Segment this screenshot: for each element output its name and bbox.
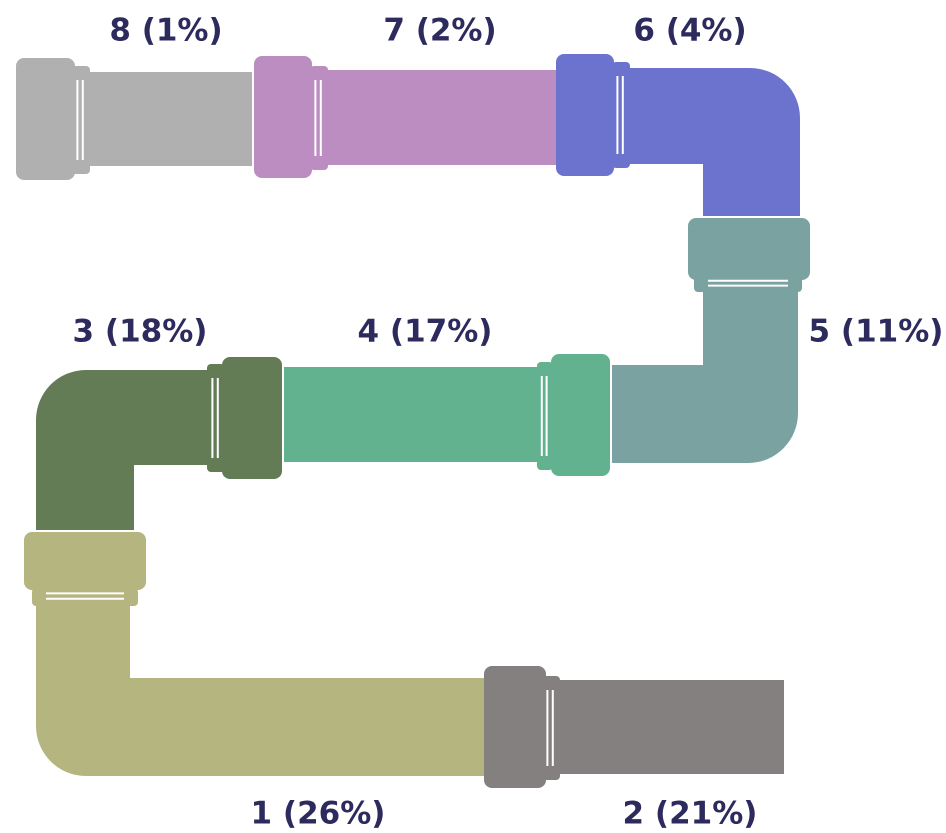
segment-label: 2 (21%) — [623, 796, 758, 832]
pipe-cap — [16, 58, 75, 180]
segment-label: 1 (26%) — [251, 796, 386, 832]
segment-label: 3 (18%) — [73, 314, 208, 350]
pipe-cap — [484, 666, 546, 788]
pipe-body — [88, 72, 252, 166]
pipe-ring — [310, 66, 328, 170]
segment-label: 7 (2%) — [383, 13, 496, 49]
pipe-body — [628, 68, 800, 216]
pipe-body — [284, 367, 540, 462]
pipe-ring — [32, 588, 138, 606]
pipe-body — [36, 604, 484, 776]
pipe-cap — [551, 354, 610, 476]
pipe-cap — [254, 56, 312, 178]
pipe-body — [326, 70, 556, 165]
segment-label: 8 (1%) — [109, 13, 222, 49]
pipe-body — [558, 680, 784, 774]
pipe-body — [36, 370, 210, 530]
pipe-cap — [556, 54, 614, 176]
segment-label: 5 (11%) — [809, 314, 944, 350]
pipe-ring — [537, 362, 553, 470]
pipe-cap — [24, 532, 146, 590]
segment-label: 6 (4%) — [633, 13, 746, 49]
pipe-cap — [222, 357, 282, 479]
pipe-cap — [688, 218, 810, 280]
pipe-body — [612, 290, 798, 463]
segment-label: 4 (17%) — [358, 314, 493, 350]
pipe-ring — [612, 62, 630, 168]
